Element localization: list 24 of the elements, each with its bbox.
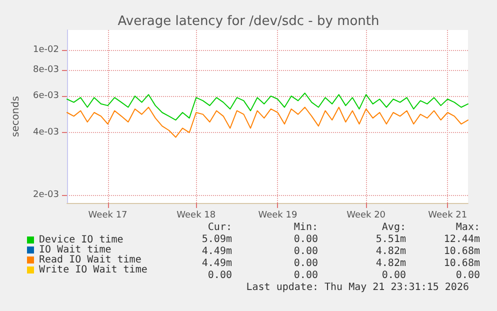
legend-label: IO Wait time (39, 244, 112, 256)
line-series (66, 92, 468, 121)
y-axis-title: seconds (10, 96, 22, 137)
y-tick-label: 8e-03 (33, 65, 59, 76)
x-tick-label: Week 19 (258, 210, 298, 220)
legend-label: Device IO time (39, 234, 124, 246)
x-tick-label: Week 18 (176, 210, 216, 220)
y-tick-label: 6e-03 (33, 91, 59, 102)
text: Last update: Thu May 21 23:31:15 2026 (246, 282, 469, 293)
y-tick-label: 1e-02 (33, 45, 59, 56)
y-tick-label: 4e-03 (33, 128, 59, 138)
legend-label: Write IO Wait time (39, 264, 148, 276)
chart-title: Average latency for /dev/sdc - by month (118, 14, 380, 29)
line-series (66, 106, 468, 138)
x-tick-label: Week 17 (88, 210, 128, 220)
text: 4.49m 0.00 4.82m 10.68m (202, 258, 480, 269)
x-tick-label: Week 20 (346, 210, 386, 220)
text: 0.00 0.00 0.00 0.00 (208, 270, 480, 281)
x-tick-label: Week 21 (428, 210, 468, 220)
text: Cur: Min: Avg: Max: (208, 222, 480, 233)
text: 5.09m 0.00 5.51m 12.44m (202, 234, 480, 245)
y-tick-label: 2e-03 (33, 190, 59, 200)
legend-label: Read IO Wait time (39, 254, 142, 266)
text: 4.49m 0.00 4.82m 10.68m (202, 246, 480, 257)
